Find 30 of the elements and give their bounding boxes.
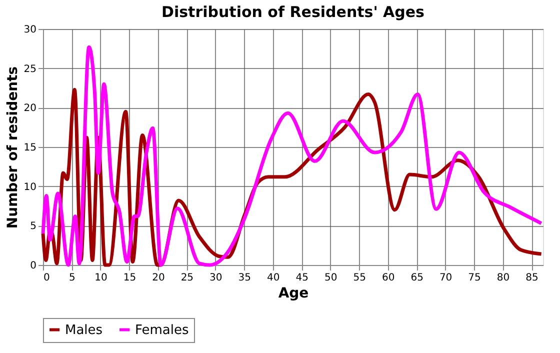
x-tick-label: 10 (94, 272, 108, 284)
x-tick-label: 70 (439, 272, 452, 284)
x-tick-label: 25 (180, 272, 194, 284)
x-tick-label: 85 (526, 272, 538, 284)
x-tick-label: 35 (238, 272, 252, 284)
y-tick-label: 30 (24, 24, 36, 36)
x-axis-title: Age (278, 286, 309, 302)
x-tick-label: 45 (296, 272, 308, 284)
y-tick-label: 10 (24, 182, 36, 193)
y-tick-label: 5 (30, 221, 36, 232)
x-tick-label: 20 (152, 272, 165, 284)
y-axis-title: Number of residents (4, 66, 21, 229)
chart-title: Distribution of Residents' Ages (162, 3, 425, 21)
y-tick-label: 15 (24, 142, 36, 154)
y-tick-label: 20 (24, 103, 36, 114)
x-tick-label: 80 (496, 272, 510, 284)
x-tick-label: 60 (382, 272, 395, 284)
x-tick-label: 15 (123, 272, 136, 284)
x-tick-label: 5 (69, 272, 76, 284)
legend-label: Males (65, 322, 103, 338)
y-tick-label: 0 (30, 260, 36, 272)
x-tick-label: 0 (44, 272, 50, 284)
legend-label: Females (135, 322, 190, 338)
x-tick-label: 50 (324, 272, 338, 284)
x-tick-label: 65 (410, 272, 424, 284)
x-tick-label: 75 (468, 272, 481, 284)
x-tick-label: 30 (210, 272, 222, 284)
x-tick-label: 40 (267, 272, 280, 284)
y-tick-label: 25 (24, 64, 36, 75)
x-tick-label: 55 (353, 272, 366, 284)
